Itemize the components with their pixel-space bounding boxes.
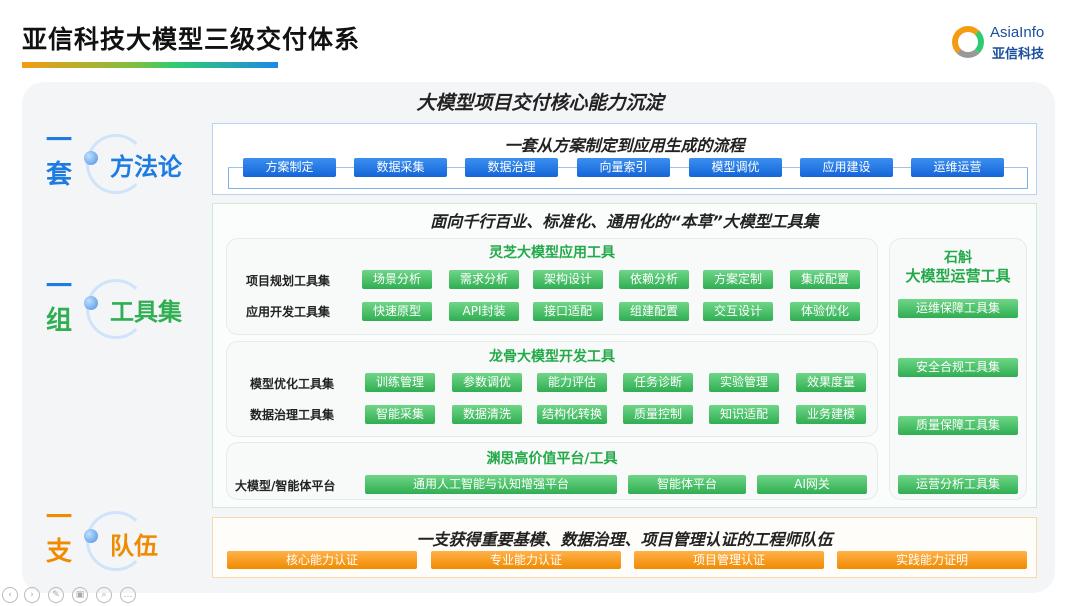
tool-chip[interactable]: AI网关 [757,475,867,494]
step-3: 数据治理 [465,158,558,177]
step-6: 应用建设 [800,158,893,177]
side-char-2: 支 [45,537,72,567]
tool-chip[interactable]: 效果度量 [796,373,866,392]
tool-chip[interactable]: 结构化转换 [537,405,607,424]
more-icon[interactable]: … [120,587,136,603]
methodology-box: 一套从方案制定到应用生成的流程 [212,123,1037,195]
tool-chip[interactable]: 需求分析 [449,270,519,289]
tool-chip[interactable]: 组建配置 [619,302,689,321]
row-label: 项目规划工具集 [246,274,331,288]
tool-chip[interactable]: 接口适配 [533,302,603,321]
title-underline [22,62,278,68]
step-2: 数据采集 [354,158,447,177]
tool-chip[interactable]: 业务建模 [796,405,866,424]
side-char-1: 一 [45,503,72,533]
tool-chip[interactable]: 依赖分析 [619,270,689,289]
row-label: 模型优化工具集 [250,377,335,391]
tool-chip[interactable]: API封装 [449,302,519,321]
tools-label: 工具集 [110,298,182,326]
next-icon[interactable]: › [24,587,40,603]
tool-chip[interactable]: 参数调优 [452,373,522,392]
tool-chip[interactable]: 智能采集 [365,405,435,424]
methodology-label: 方法论 [110,153,182,181]
cert-chip[interactable]: 专业能力认证 [431,551,621,569]
shihu-title-b: 大模型运营工具 [905,267,1011,285]
team-title: 一支获得重要基模、数据治理、项目管理认证的工程师队伍 [416,530,833,549]
tool-chip[interactable]: 质量保障工具集 [898,416,1018,435]
tools-title: 面向千行百业、标准化、通用化的“本草”大模型工具集 [430,212,819,231]
tool-chip[interactable]: 智能体平台 [628,475,746,494]
step-1: 方案制定 [243,158,336,177]
prev-icon[interactable]: ‹ [2,587,18,603]
tool-chip[interactable]: 训练管理 [365,373,435,392]
dot-icon [84,151,98,165]
side-char-2: 套 [45,160,72,190]
row-label: 大模型/智能体平台 [235,479,336,493]
tool-chip[interactable]: 能力评估 [537,373,607,392]
page-title: 亚信科技大模型三级交付体系 [22,25,361,54]
yuansi-title: 渊思高价值平台/工具 [486,451,618,467]
main-heading: 大模型项目交付核心能力沉淀 [416,92,664,114]
tool-chip[interactable]: 体验优化 [790,302,860,321]
side-char-2: 组 [45,306,72,336]
logo-text-cn: 亚信科技 [992,47,1045,62]
tool-chip[interactable]: 实验管理 [709,373,779,392]
flow-loop-line [228,167,1028,189]
tool-chip[interactable]: 通用人工智能与认知增强平台 [365,475,617,494]
tool-chip[interactable]: 知识适配 [709,405,779,424]
shihu-title-a: 石斛 [944,250,972,266]
pen-icon[interactable]: ✎ [48,587,64,603]
tool-chip[interactable]: 集成配置 [790,270,860,289]
tool-chip[interactable]: 场景分析 [362,270,432,289]
side-char-1: 一 [45,272,72,302]
lingzhi-title: 灵芝大模型应用工具 [489,245,615,261]
dot-icon [84,529,98,543]
zoom-icon[interactable]: ⌕ [96,587,112,603]
tool-chip[interactable]: 运维保障工具集 [898,299,1018,318]
slides-icon[interactable]: ▣ [72,587,88,603]
tool-chip[interactable]: 架构设计 [533,270,603,289]
tool-chip[interactable]: 交互设计 [703,302,773,321]
team-label: 队伍 [110,532,158,560]
asiainfo-logo: AsiaInfo 亚信科技 [950,22,1060,64]
longgu-title: 龙骨大模型开发工具 [489,349,615,365]
step-4: 向量索引 [577,158,670,177]
tool-chip[interactable]: 任务诊断 [623,373,693,392]
tool-chip[interactable]: 运营分析工具集 [898,475,1018,494]
methodology-title: 一套从方案制定到应用生成的流程 [504,136,745,155]
logo-text-en: AsiaInfo [990,24,1045,41]
side-char-1: 一 [45,126,72,156]
step-7: 运维运营 [911,158,1004,177]
tool-chip[interactable]: 安全合规工具集 [898,358,1018,377]
dot-icon [84,296,98,310]
cert-chip[interactable]: 项目管理认证 [634,551,824,569]
tool-chip[interactable]: 方案定制 [703,270,773,289]
row-label: 数据治理工具集 [250,408,335,422]
row-label: 应用开发工具集 [246,305,331,319]
tool-chip[interactable]: 数据清洗 [452,405,522,424]
step-5: 模型调优 [689,158,782,177]
cert-chip[interactable]: 实践能力证明 [837,551,1027,569]
tool-chip[interactable]: 质量控制 [623,405,693,424]
logo-ring-icon [952,26,984,58]
tool-chip[interactable]: 快速原型 [362,302,432,321]
cert-chip[interactable]: 核心能力认证 [227,551,417,569]
